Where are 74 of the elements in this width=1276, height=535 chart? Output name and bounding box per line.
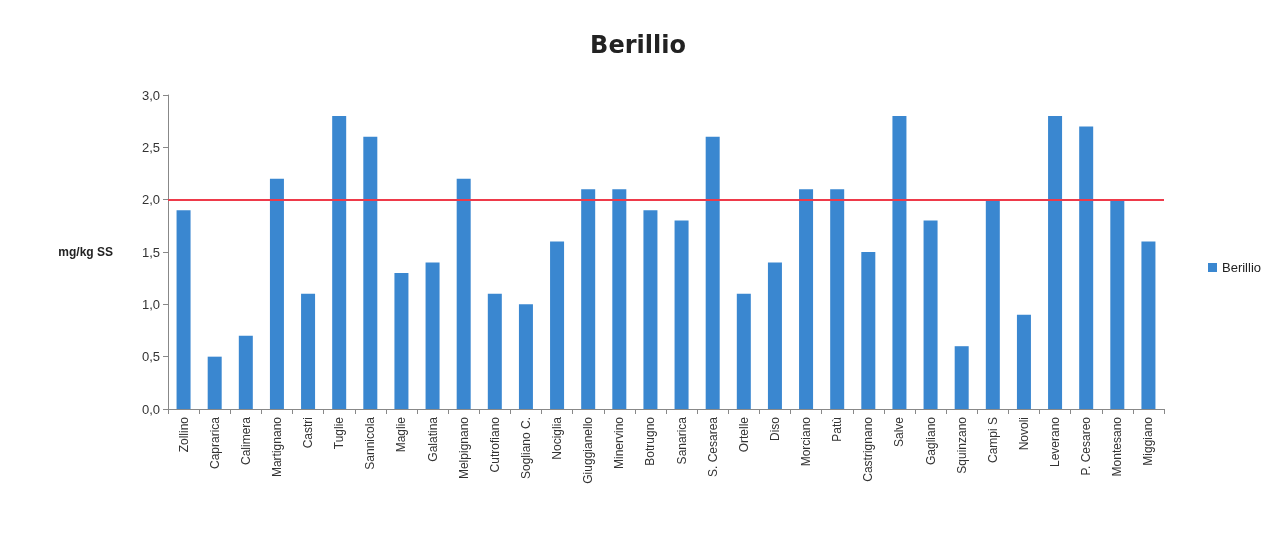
x-tick-label: Castrignano — [861, 416, 876, 482]
x-tick-label: Ortelle — [736, 416, 751, 453]
x-tick-label: Calimera — [238, 416, 253, 466]
y-tick-label: 1,0 — [141, 296, 160, 312]
bar — [1110, 199, 1125, 409]
bar — [363, 136, 378, 409]
x-tick-label: Nociglia — [550, 416, 565, 460]
bar — [830, 189, 845, 409]
x-tick-label: Diso — [767, 416, 782, 442]
x-tick-label: S. Cesarea — [705, 416, 720, 478]
bar — [861, 252, 876, 409]
bar — [612, 189, 627, 409]
bar — [923, 220, 938, 409]
x-tick-label: Zollino — [176, 416, 191, 453]
bar — [985, 199, 1000, 409]
bar — [207, 356, 222, 409]
y-tick-label: 0,0 — [141, 401, 160, 417]
bar — [705, 136, 720, 409]
bar — [643, 210, 658, 409]
x-tick-label: Caprarica — [207, 416, 222, 470]
x-tick-label: Montesano — [1110, 416, 1125, 477]
bar — [425, 262, 440, 409]
bar — [954, 346, 969, 409]
legend-label: Berillio — [1221, 260, 1261, 275]
x-tick-label: P. Cesareo — [1079, 416, 1094, 476]
y-tick-label: 0,5 — [141, 349, 160, 365]
chart-title: Berillio — [590, 31, 686, 59]
bar — [332, 115, 347, 409]
y-tick-label: 3,0 — [141, 87, 160, 103]
y-tick-label: 2,0 — [141, 192, 160, 208]
x-tick-label: Gagliano — [923, 416, 938, 466]
bar — [269, 178, 284, 409]
bar — [550, 241, 565, 409]
x-tick-label: Minervino — [612, 416, 627, 470]
x-tick-label: Castri — [301, 417, 316, 449]
bar — [301, 293, 316, 409]
y-axis-title: mg/kg SS — [58, 245, 113, 259]
x-tick-label: Tuglie — [332, 416, 347, 450]
x-tick-label: Sanarica — [674, 416, 689, 465]
bar — [736, 293, 751, 409]
bar — [1016, 314, 1031, 409]
x-tick-label: Squinzano — [954, 416, 969, 474]
bar — [767, 262, 782, 409]
bar — [799, 189, 814, 409]
bar — [487, 293, 502, 409]
bar — [394, 272, 409, 409]
x-tick-label: Salve — [892, 416, 907, 448]
y-tick-label: 2,5 — [141, 139, 160, 155]
x-tick-label: Morciano — [799, 416, 814, 467]
x-tick-label: Giuggianello — [581, 416, 596, 484]
bar — [176, 210, 191, 409]
x-tick-label: Galatina — [425, 416, 440, 462]
bar — [1079, 126, 1094, 409]
y-tick-label: 1,5 — [141, 244, 160, 260]
bar — [456, 178, 471, 409]
x-tick-label: Martignano — [269, 416, 284, 478]
x-tick-label: Patù — [830, 417, 845, 442]
x-tick-label: Sogliano C. — [518, 417, 533, 480]
bar — [892, 115, 907, 409]
x-tick-label: Maglie — [394, 416, 409, 453]
bar — [581, 189, 596, 409]
x-tick-label: Cutrofiano — [487, 416, 502, 473]
x-tick-label: Botrugno — [643, 416, 658, 466]
x-tick-label: Melpignano — [456, 416, 471, 480]
x-tick-label: Miggiano — [1141, 416, 1156, 466]
bar — [238, 335, 253, 409]
x-tick-label: Leverano — [1048, 416, 1063, 468]
x-tick-label: Novoli — [1016, 417, 1031, 451]
bar — [674, 220, 689, 409]
bar — [1048, 115, 1063, 409]
x-tick-label: Sannicola — [363, 416, 378, 470]
bar — [1141, 241, 1156, 409]
x-tick-label: Campi S — [985, 417, 1000, 464]
bar — [518, 304, 533, 409]
